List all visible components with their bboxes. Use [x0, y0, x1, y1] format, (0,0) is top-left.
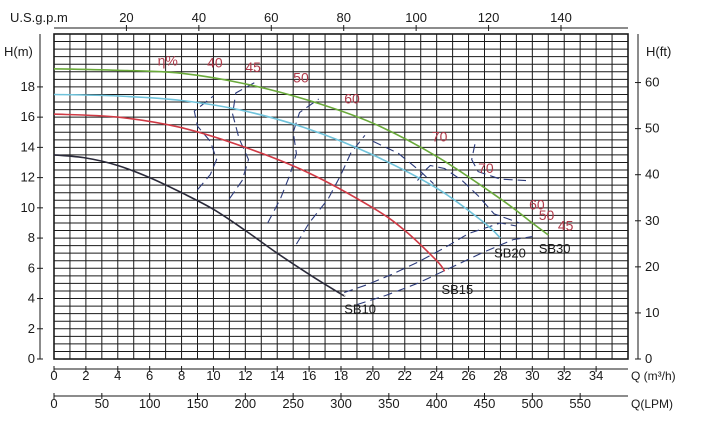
head-curve-sb20 — [53, 93, 501, 239]
q-m3h-tick-label: 28 — [493, 368, 507, 383]
q-m3h-tick-label: 16 — [302, 368, 316, 383]
h-m-tick-label: 16 — [21, 109, 35, 124]
efficiency-label: 60 — [529, 196, 545, 212]
axis-labels: 0 2 4 6 8 10 12 14 16 18 20 22 24 26 28 30 32 34 Q (m³/h)0… — [4, 10, 676, 411]
q-lpm-tick-label: 550 — [569, 396, 591, 411]
efficiency-contour — [344, 222, 517, 294]
q-m3h-tick-label: 26 — [461, 368, 475, 383]
h-m-tick-label: 0 — [28, 351, 35, 366]
h-ft-tick-label: 30 — [645, 213, 659, 228]
q-lpm-tick-label: 400 — [426, 396, 448, 411]
h-m-tick-label: 6 — [28, 260, 35, 275]
q-m3h-tick-label: 34 — [589, 368, 603, 383]
q-m3h-tick-label: 0 — [50, 368, 57, 383]
q-m3h-tick-label: 14 — [270, 368, 284, 383]
h-m-tick-label: 14 — [21, 139, 35, 154]
h-ft-tick-label: 20 — [645, 259, 659, 274]
q-m3h-tick-label: 24 — [429, 368, 443, 383]
efficiency-contours — [193, 81, 533, 306]
efficiency-contour — [267, 98, 320, 224]
h-ft-tick-label: 10 — [645, 305, 659, 320]
q-m3h-tick-label: 12 — [238, 368, 252, 383]
series-label-sb15: SB15 — [441, 282, 473, 297]
efficiency-label: 70 — [432, 128, 448, 144]
h-ft-tick-label: 60 — [645, 75, 659, 90]
q-m3h-tick-label: 10 — [206, 368, 220, 383]
q-m3h-tick-label: 32 — [557, 368, 571, 383]
h-ft-axis-label: H(ft) — [646, 44, 671, 59]
q-usgpm-axis-label: U.S.g.p.m — [10, 10, 68, 25]
h-m-tick-label: 18 — [21, 79, 35, 94]
q-lpm-tick-label: 300 — [330, 396, 352, 411]
h-m-tick-label: 4 — [28, 291, 35, 306]
q-lpm-tick-label: 150 — [187, 396, 209, 411]
q-lpm-axis-label: Q(LPM) — [631, 397, 673, 411]
q-m3h-tick-label: 30 — [525, 368, 539, 383]
h-m-tick-label: 12 — [21, 170, 35, 185]
h-m-axis-label: H(m) — [4, 44, 33, 59]
efficiency-contour — [228, 81, 256, 200]
head-curves — [53, 68, 549, 297]
q-lpm-tick-label: 200 — [234, 396, 256, 411]
q-m3h-tick-label: 2 — [82, 368, 89, 383]
efficiency-label: 70 — [478, 160, 494, 176]
q-lpm-tick-label: 250 — [282, 396, 304, 411]
series-label-sb20: SB20 — [494, 246, 526, 261]
head-curve-sb15 — [53, 113, 446, 272]
series-label-sb10: SB10 — [344, 302, 376, 317]
q-lpm-tick-label: 450 — [474, 396, 496, 411]
efficiency-label: 45 — [245, 59, 261, 75]
q-usgpm-tick-label: 60 — [264, 10, 278, 25]
q-m3h-tick-label: 6 — [146, 368, 153, 383]
q-m3h-axis-label: Q (m³/h) — [631, 369, 676, 383]
grid — [53, 33, 629, 360]
q-lpm-tick-label: 500 — [521, 396, 543, 411]
efficiency-label: 40 — [207, 54, 223, 70]
q-lpm-tick-label: 50 — [95, 396, 109, 411]
series-label-sb30: SB30 — [539, 241, 571, 256]
efficiency-contour — [193, 95, 218, 191]
q-m3h-tick-label: 4 — [114, 368, 121, 383]
efficiency-contour — [356, 236, 533, 306]
q-usgpm-tick-label: 100 — [405, 10, 427, 25]
q-lpm-tick-label: 350 — [378, 396, 400, 411]
head-curve-sb10 — [53, 154, 346, 297]
efficiency-label: 45 — [558, 218, 574, 234]
efficiency-contour — [471, 144, 527, 182]
q-usgpm-tick-label: 140 — [550, 10, 572, 25]
head-curve-sb30 — [53, 68, 549, 236]
h-ft-tick-label: 0 — [645, 351, 652, 366]
q-usgpm-tick-label: 120 — [478, 10, 500, 25]
h-m-tick-label: 2 — [28, 321, 35, 336]
efficiency-axis-label: η% — [158, 53, 178, 69]
efficiency-contour — [372, 140, 434, 185]
h-ft-tick-label: 50 — [645, 121, 659, 136]
efficiency-label: 50 — [293, 69, 309, 85]
efficiency-contour — [295, 134, 366, 245]
efficiency-label: 50 — [539, 207, 555, 223]
efficiency-label: 60 — [344, 91, 360, 107]
q-m3h-tick-label: 20 — [366, 368, 380, 383]
efficiency-contour — [417, 164, 520, 224]
q-lpm-tick-label: 100 — [139, 396, 161, 411]
q-usgpm-tick-label: 40 — [192, 10, 206, 25]
q-m3h-tick-label: 18 — [334, 368, 348, 383]
h-ft-tick-label: 40 — [645, 167, 659, 182]
q-usgpm-tick-label: 80 — [336, 10, 350, 25]
q-m3h-tick-label: 22 — [398, 368, 412, 383]
q-lpm-tick-label: 0 — [50, 396, 57, 411]
h-m-tick-label: 10 — [21, 200, 35, 215]
h-m-tick-label: 8 — [28, 230, 35, 245]
q-usgpm-tick-label: 20 — [119, 10, 133, 25]
q-m3h-tick-label: 8 — [178, 368, 185, 383]
